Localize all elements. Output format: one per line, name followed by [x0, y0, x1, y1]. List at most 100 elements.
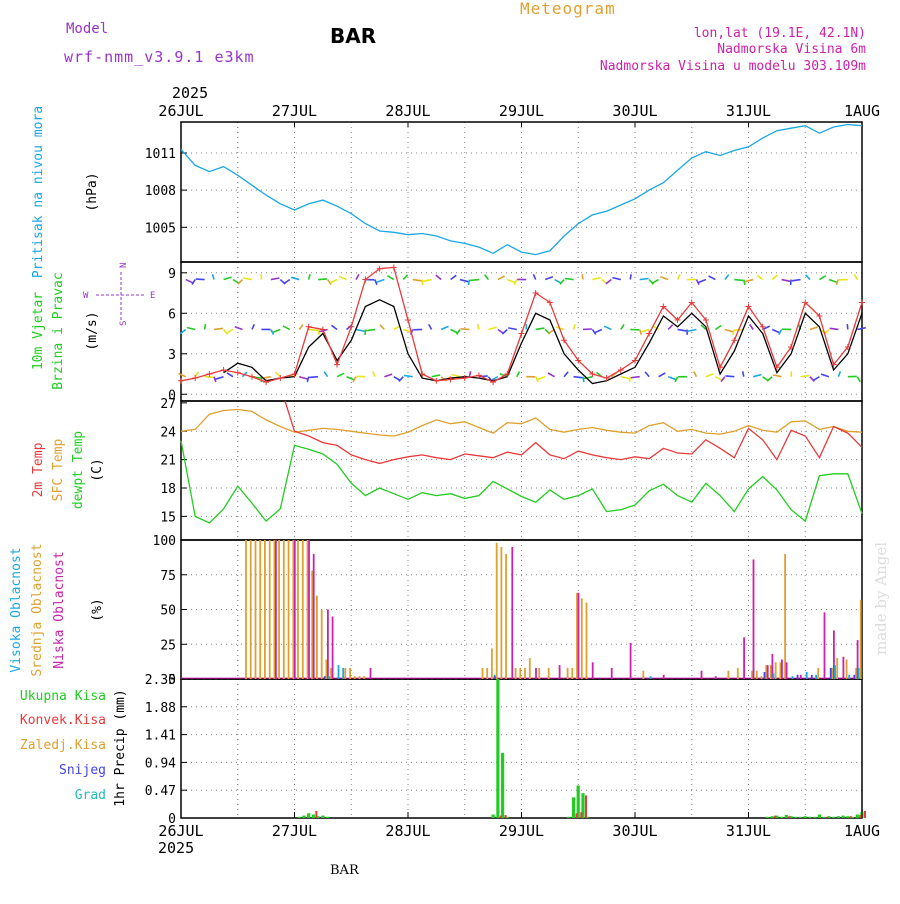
precip-total-label: Ukupna Kisa — [20, 689, 106, 704]
cloud-high-label: Visoka Oblacnost — [9, 547, 24, 672]
wind-arrow — [698, 280, 706, 283]
wind-speed-point — [433, 378, 439, 384]
cloud-bar — [773, 673, 775, 679]
coords-text: lon,lat (19.1E, 42.1N) — [694, 26, 866, 41]
y-tick-label: 1011 — [145, 147, 176, 162]
cloud-bar — [250, 540, 252, 679]
wind-arrow — [423, 280, 432, 282]
y-tick-label: 15 — [160, 510, 176, 525]
cloud-bar — [811, 675, 813, 679]
wind-arrow — [606, 280, 611, 284]
cloud-bar — [567, 668, 569, 679]
cloud-bar — [836, 658, 838, 679]
cloud-bar — [611, 668, 613, 679]
time-tick-label: 27JUL — [272, 102, 317, 120]
wind-speed-point — [859, 299, 865, 305]
wind-arrow — [429, 324, 432, 329]
cloud-bar — [756, 671, 758, 679]
wind-speed-point — [646, 331, 652, 337]
cloud-bar — [764, 672, 766, 679]
model-name: wrf-nmm_v3.9.1 e3km — [64, 48, 255, 66]
wind-arrow — [404, 376, 413, 377]
wind-arrow — [782, 280, 790, 282]
precip-bar — [788, 816, 790, 818]
cloud-bar — [571, 668, 573, 679]
cloud-bar — [824, 612, 826, 679]
cloud-bar — [834, 665, 836, 679]
precip-bar — [567, 817, 570, 818]
cloud-bar — [529, 658, 531, 679]
wind-arrow — [377, 280, 385, 283]
wind-arrow — [299, 377, 307, 379]
footer-station: BAR — [330, 863, 360, 878]
cloud-bar — [283, 540, 285, 679]
cloud-bar — [515, 668, 517, 679]
cloud-bar — [313, 554, 315, 679]
time-tick-label: 1AUG — [844, 102, 880, 120]
cloud-bar — [728, 671, 730, 679]
precip-bar — [794, 817, 797, 818]
wind-speed-point — [419, 371, 425, 377]
cloud-bar — [278, 540, 280, 679]
y-tick-label: 1.88 — [145, 701, 176, 716]
altitude-text: Nadmorska Visina 6m — [717, 42, 866, 57]
wind-arrow — [498, 276, 505, 280]
cloud-bar — [324, 676, 326, 679]
wind-arrow — [744, 280, 745, 285]
wind-arrow — [517, 372, 520, 377]
cloud-bar — [830, 668, 832, 679]
wind-label-1: 10m Vjetar — [31, 292, 46, 370]
wind-speed-point — [391, 264, 397, 270]
precip-freezing-label: Zaledj.Kisa — [20, 738, 106, 753]
cloud-bar — [538, 668, 540, 679]
cloud-bar — [519, 668, 521, 679]
wind-arrow — [678, 274, 680, 279]
wind-arrow — [773, 375, 782, 377]
temp-unit: (C) — [90, 458, 105, 481]
precip-bar — [818, 815, 821, 819]
wind-arrow — [612, 278, 620, 280]
y-tick-label: 50 — [160, 604, 176, 619]
wind-arrow — [224, 277, 232, 279]
cloud-bar — [349, 668, 351, 679]
wind-speed-point — [519, 331, 525, 337]
cloud-bar — [858, 668, 860, 679]
y-tick-label: 2.35 — [145, 673, 176, 688]
wind-speed-point — [731, 337, 737, 343]
cloud-bar — [294, 540, 296, 679]
wind-arrow — [273, 329, 281, 332]
precip-bar — [315, 811, 317, 818]
wind-arrow — [283, 326, 290, 330]
cloud-bar — [297, 540, 299, 679]
wind-speed-point — [178, 378, 184, 384]
wind-arrow — [337, 373, 344, 376]
cloud-bar — [496, 543, 498, 679]
wind-arrow — [715, 377, 722, 381]
wind-speed-point — [334, 362, 340, 368]
wind-arrow — [857, 328, 866, 330]
wind-arrow — [675, 377, 677, 382]
wind-arrow — [461, 329, 470, 330]
precip-bar — [500, 816, 502, 818]
wind-arrow — [309, 274, 310, 279]
wind-arrow — [291, 277, 299, 279]
cloud-bar — [524, 668, 526, 679]
y-tick-label: 24 — [160, 425, 176, 440]
wind-arrow — [478, 324, 479, 329]
cloud-bar — [806, 672, 808, 679]
cloud-bar — [846, 660, 848, 680]
cloud-bar — [264, 540, 266, 679]
y-tick-label: 18 — [160, 482, 176, 497]
precip-bar — [856, 815, 859, 819]
wind-arrow — [757, 275, 763, 279]
precip-bar — [766, 817, 769, 818]
wind-arrow — [502, 329, 507, 334]
wind-arrow — [469, 371, 470, 376]
wind-arrow — [574, 377, 583, 378]
wind-arrow — [750, 325, 754, 330]
precip-bar — [859, 815, 861, 818]
wind-arrow — [592, 278, 600, 280]
wind-arrow — [179, 374, 186, 377]
